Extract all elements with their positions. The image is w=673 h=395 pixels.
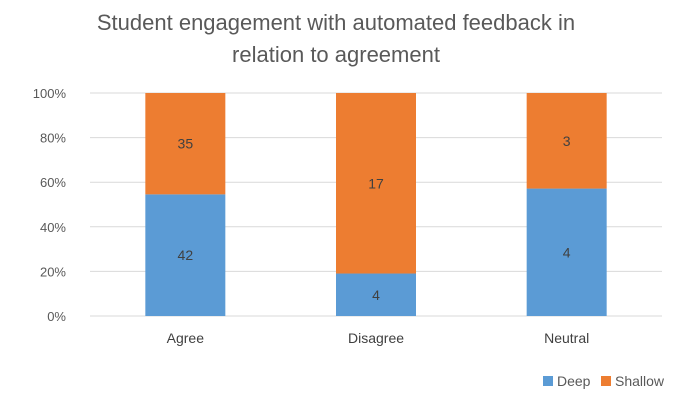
bars — [145, 93, 607, 316]
legend-label-deep: Deep — [557, 373, 591, 389]
legend-label-shallow: Shallow — [615, 373, 665, 389]
bar-deep-agree — [145, 194, 226, 316]
chart-title-line-1: Student engagement with automated feedba… — [97, 10, 575, 35]
x-category-label: Neutral — [544, 330, 589, 346]
bar-shallow-agree — [145, 93, 226, 195]
data-label-shallow-neutral: 3 — [563, 133, 571, 149]
bar-deep-disagree — [336, 273, 416, 316]
legend-swatch-shallow — [601, 376, 611, 386]
bar-shallow-disagree — [336, 93, 416, 274]
y-tick-label: 20% — [40, 264, 66, 279]
y-tick-label: 100% — [33, 86, 67, 101]
y-tick-label: 80% — [40, 131, 66, 146]
y-axis-ticks: 0% 20% 40% 60% 80% 100% — [33, 86, 67, 324]
x-category-label: Disagree — [348, 330, 404, 346]
y-tick-label: 0% — [47, 309, 66, 324]
data-label-deep-disagree: 4 — [372, 287, 380, 303]
data-label-shallow-disagree: 17 — [368, 175, 384, 191]
data-label-deep-agree: 42 — [178, 247, 194, 263]
data-labels: 42 35 4 17 4 3 — [178, 133, 571, 303]
data-label-deep-neutral: 4 — [563, 244, 571, 260]
y-tick-label: 40% — [40, 220, 66, 235]
bar-deep-neutral — [526, 188, 607, 316]
x-axis-categories: Agree Disagree Neutral — [167, 330, 590, 346]
data-label-shallow-agree: 35 — [178, 136, 194, 152]
legend: Deep Shallow — [543, 373, 665, 389]
y-tick-label: 60% — [40, 175, 66, 190]
legend-swatch-deep — [543, 376, 553, 386]
x-category-label: Agree — [167, 330, 205, 346]
bar-shallow-neutral — [526, 93, 607, 189]
chart-title-line-2: relation to agreement — [232, 42, 440, 67]
